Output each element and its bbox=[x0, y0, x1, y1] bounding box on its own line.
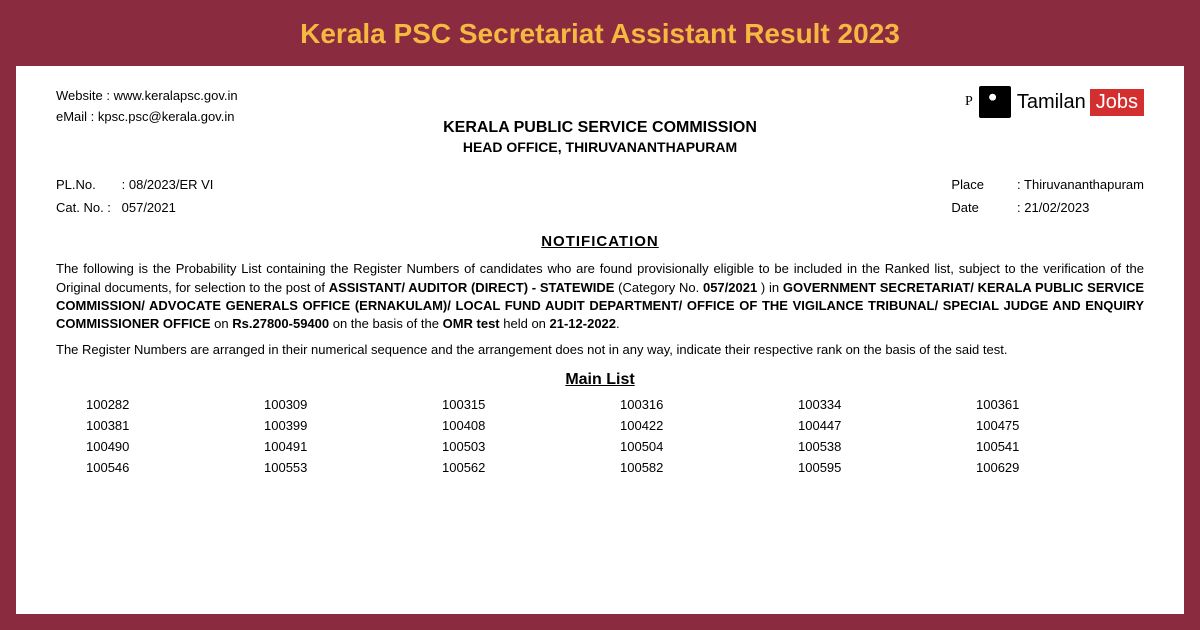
meta-colon: : bbox=[122, 177, 129, 192]
para1-mid1: (Category No. bbox=[614, 280, 703, 295]
register-number: 100309 bbox=[244, 397, 422, 412]
register-number: 100422 bbox=[600, 418, 778, 433]
commission-office: HEAD OFFICE, THIRUVANANTHAPURAM bbox=[56, 138, 1144, 156]
meta-left: PL.No. : 08/2023/ER VI Cat. No. : 057/20… bbox=[56, 173, 213, 220]
date-value: 21/02/2023 bbox=[1024, 200, 1089, 215]
website-info: Website : www.keralapsc.gov.in eMail : k… bbox=[56, 86, 238, 128]
meta-row: PL.No. : 08/2023/ER VI Cat. No. : 057/20… bbox=[56, 173, 1144, 220]
register-number: 100316 bbox=[600, 397, 778, 412]
para1-end: . bbox=[616, 316, 620, 331]
register-number: 100582 bbox=[600, 460, 778, 475]
para1-bold4: Rs.27800-59400 bbox=[232, 316, 329, 331]
register-number: 100562 bbox=[422, 460, 600, 475]
register-number: 100595 bbox=[778, 460, 956, 475]
register-number: 100490 bbox=[66, 439, 244, 454]
para1-mid5: held on bbox=[500, 316, 550, 331]
register-number: 100491 bbox=[244, 439, 422, 454]
cat-value: 057/2021 bbox=[122, 200, 176, 215]
notification-title: NOTIFICATION bbox=[56, 233, 1144, 250]
email-label: eMail : bbox=[56, 109, 94, 124]
register-number: 100315 bbox=[422, 397, 600, 412]
logo-area: P TamilanJobs bbox=[965, 86, 1144, 118]
meta-colon: : bbox=[1017, 177, 1024, 192]
number-grid: 100282100309100315100316100334100361 1003… bbox=[56, 397, 1144, 475]
para1-bold1: ASSISTANT/ AUDITOR (DIRECT) - STATEWIDE bbox=[329, 280, 615, 295]
register-number: 100282 bbox=[66, 397, 244, 412]
para1-mid3: on bbox=[211, 316, 233, 331]
document-container: Website : www.keralapsc.gov.in eMail : k… bbox=[16, 66, 1184, 614]
meta-right: Place : Thiruvananthapuram Date : 21/02/… bbox=[951, 173, 1144, 220]
register-number: 100629 bbox=[956, 460, 1134, 475]
date-label: Date bbox=[951, 196, 1013, 219]
para1-bold2: 057/2021 bbox=[703, 280, 757, 295]
cat-label: Cat. No. : bbox=[56, 196, 118, 219]
para1-mid4: on the basis of the bbox=[329, 316, 442, 331]
outer-frame: Kerala PSC Secretariat Assistant Result … bbox=[0, 0, 1200, 630]
register-number: 100334 bbox=[778, 397, 956, 412]
register-number: 100408 bbox=[422, 418, 600, 433]
logo-brand-highlight: Jobs bbox=[1090, 89, 1144, 116]
email-value: kpsc.psc@kerala.gov.in bbox=[98, 109, 235, 124]
register-number: 100361 bbox=[956, 397, 1134, 412]
pl-label: PL.No. bbox=[56, 173, 118, 196]
para1-mid2: ) in bbox=[757, 280, 783, 295]
notification-paragraph-2: The Register Numbers are arranged in the… bbox=[56, 341, 1144, 359]
register-number: 100381 bbox=[66, 418, 244, 433]
website-value: www.keralapsc.gov.in bbox=[114, 88, 238, 103]
place-label: Place bbox=[951, 173, 1013, 196]
register-number: 100546 bbox=[66, 460, 244, 475]
logo-prefix: P bbox=[965, 94, 973, 110]
banner-title: Kerala PSC Secretariat Assistant Result … bbox=[0, 0, 1200, 66]
register-number: 100538 bbox=[778, 439, 956, 454]
register-number: 100553 bbox=[244, 460, 422, 475]
register-number: 100503 bbox=[422, 439, 600, 454]
place-value: Thiruvananthapuram bbox=[1024, 177, 1144, 192]
logo-icon bbox=[979, 86, 1011, 118]
logo-brand-text: Tamilan bbox=[1017, 91, 1086, 114]
notification-paragraph-1: The following is the Probability List co… bbox=[56, 260, 1144, 333]
register-number: 100504 bbox=[600, 439, 778, 454]
para1-bold5: OMR test bbox=[443, 316, 500, 331]
register-number: 100541 bbox=[956, 439, 1134, 454]
main-list-title: Main List bbox=[56, 371, 1144, 389]
register-number: 100447 bbox=[778, 418, 956, 433]
website-label: Website : bbox=[56, 88, 110, 103]
register-number: 100399 bbox=[244, 418, 422, 433]
register-number: 100475 bbox=[956, 418, 1134, 433]
pl-value: 08/2023/ER VI bbox=[129, 177, 214, 192]
para1-bold6: 21-12-2022 bbox=[550, 316, 617, 331]
